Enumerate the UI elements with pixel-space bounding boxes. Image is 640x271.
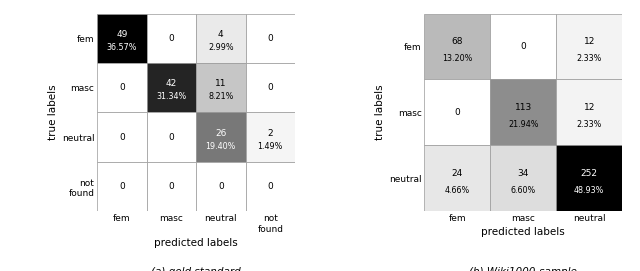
Bar [424, 14, 490, 79]
Text: 0: 0 [520, 42, 526, 51]
Text: 0: 0 [168, 182, 174, 191]
Bar [97, 162, 147, 211]
Bar [490, 79, 556, 146]
Text: 12: 12 [584, 103, 595, 112]
Text: 8.21%: 8.21% [208, 92, 234, 101]
Text: 2.33%: 2.33% [577, 54, 602, 63]
Bar [147, 162, 196, 211]
Text: 0: 0 [168, 34, 174, 43]
Text: 2.33%: 2.33% [577, 120, 602, 129]
Text: 4.66%: 4.66% [445, 186, 470, 195]
Text: 0: 0 [119, 83, 125, 92]
Text: (b) Wiki1000-sample: (b) Wiki1000-sample [469, 267, 577, 271]
X-axis label: predicted labels: predicted labels [154, 238, 238, 248]
Text: 252: 252 [580, 169, 598, 178]
Text: 48.93%: 48.93% [574, 186, 604, 195]
Text: 0: 0 [268, 34, 273, 43]
Text: 2.99%: 2.99% [208, 43, 234, 52]
Bar [556, 14, 622, 79]
Bar [196, 162, 246, 211]
Bar [490, 14, 556, 79]
Text: 68: 68 [452, 37, 463, 46]
X-axis label: predicted labels: predicted labels [481, 227, 565, 237]
Text: 49: 49 [116, 30, 127, 39]
Text: 0: 0 [119, 182, 125, 191]
Text: 26: 26 [215, 129, 227, 138]
Bar [147, 63, 196, 112]
Text: 113: 113 [515, 103, 532, 112]
Bar [196, 112, 246, 162]
Text: 0: 0 [454, 108, 460, 117]
Bar [196, 63, 246, 112]
Text: (a) gold standard: (a) gold standard [151, 267, 241, 271]
Text: 31.34%: 31.34% [156, 92, 186, 101]
Y-axis label: true labels: true labels [47, 85, 58, 140]
Text: 36.57%: 36.57% [107, 43, 137, 52]
Text: 0: 0 [168, 133, 174, 142]
Bar [147, 14, 196, 63]
Bar [424, 79, 490, 146]
Text: 6.60%: 6.60% [511, 186, 536, 195]
Bar [97, 14, 147, 63]
Text: 21.94%: 21.94% [508, 120, 539, 129]
Text: 13.20%: 13.20% [442, 54, 472, 63]
Bar [490, 146, 556, 211]
Text: 0: 0 [119, 133, 125, 142]
Text: 24: 24 [452, 169, 463, 178]
Bar [97, 63, 147, 112]
Bar [246, 14, 295, 63]
Text: 0: 0 [268, 182, 273, 191]
Bar [556, 146, 622, 211]
Bar [556, 79, 622, 146]
Text: 19.40%: 19.40% [205, 141, 236, 151]
Text: 0: 0 [218, 182, 224, 191]
Bar [424, 146, 490, 211]
Text: 2: 2 [268, 129, 273, 138]
Bar [246, 112, 295, 162]
Text: 34: 34 [518, 169, 529, 178]
Bar [147, 112, 196, 162]
Text: 0: 0 [268, 83, 273, 92]
Text: 1.49%: 1.49% [258, 141, 283, 151]
Bar [246, 162, 295, 211]
Text: 4: 4 [218, 30, 223, 39]
Text: 42: 42 [166, 79, 177, 88]
Text: 12: 12 [584, 37, 595, 46]
Bar [97, 112, 147, 162]
Y-axis label: true labels: true labels [375, 85, 385, 140]
Text: 11: 11 [215, 79, 227, 88]
Bar [196, 14, 246, 63]
Bar [246, 63, 295, 112]
